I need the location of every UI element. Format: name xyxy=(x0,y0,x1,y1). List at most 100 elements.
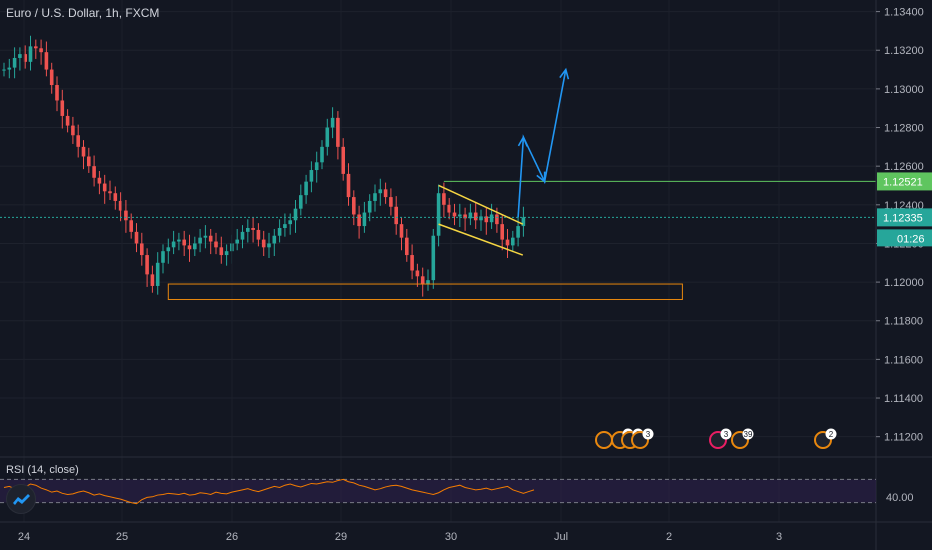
candle-body xyxy=(113,193,118,201)
candle-body xyxy=(240,231,245,240)
candle-body xyxy=(336,117,340,147)
candle-body xyxy=(145,255,149,275)
candle-body xyxy=(256,229,261,240)
candle-body xyxy=(426,280,430,285)
candle-body xyxy=(357,214,361,227)
candle-body xyxy=(134,231,139,244)
y-tick-label: 1.12000 xyxy=(884,277,924,289)
event-badge-count-bg xyxy=(825,428,837,440)
candle-body xyxy=(193,243,197,250)
candle-body xyxy=(224,251,229,256)
rsi-axis-label: 40.00 xyxy=(886,492,914,504)
y-tick-label: 1.13400 xyxy=(884,7,924,19)
candle-body xyxy=(55,85,59,101)
candle-body xyxy=(346,173,351,198)
candle-body xyxy=(235,239,239,244)
drawings-layer xyxy=(0,67,876,300)
candle-body xyxy=(399,224,404,238)
candle-body xyxy=(155,262,160,286)
x-tick-label: 30 xyxy=(445,531,457,543)
candle-body xyxy=(129,220,133,232)
candle-body xyxy=(436,193,441,236)
resistance-price-label: 1.12521 xyxy=(883,176,923,188)
candle-body xyxy=(267,243,271,248)
candle-body xyxy=(39,48,43,53)
x-tick-label: 3 xyxy=(776,531,782,543)
symbol-title[interactable]: Euro / U.S. Dollar, 1h, FXCM xyxy=(6,6,160,20)
candle-body xyxy=(219,247,224,256)
candle-body xyxy=(415,270,420,277)
tradingview-logo-icon xyxy=(6,484,36,514)
candle-body xyxy=(187,245,192,250)
candle-body xyxy=(87,156,91,167)
x-tick-label: 2 xyxy=(666,531,672,543)
candle-body xyxy=(65,115,70,126)
candle-body xyxy=(171,241,176,248)
candle-body xyxy=(161,251,165,263)
candle-body xyxy=(60,100,65,116)
candle-body xyxy=(277,228,282,236)
candle-body xyxy=(2,69,6,71)
candle-body xyxy=(367,200,372,213)
candle-body xyxy=(12,57,17,68)
candle-body xyxy=(383,189,388,198)
candle-body xyxy=(299,195,303,209)
channel-lower-line xyxy=(438,223,524,256)
countdown-bg xyxy=(877,229,932,247)
candle-body xyxy=(288,220,292,225)
candle-body xyxy=(166,247,171,252)
y-tick-label: 1.11600 xyxy=(884,354,923,366)
candle-body xyxy=(309,170,314,182)
candle-body xyxy=(330,117,335,128)
candle-body xyxy=(214,241,218,248)
candle-body xyxy=(44,52,49,70)
event-badges[interactable]: 6333392 xyxy=(595,428,837,449)
rsi-line xyxy=(3,478,535,505)
candle-body xyxy=(373,193,377,201)
projection-arrowhead xyxy=(559,67,570,80)
x-tick-label: 24 xyxy=(18,531,30,543)
candle-body xyxy=(97,177,102,184)
candle-body xyxy=(71,125,75,136)
candle-body xyxy=(92,166,96,178)
x-tick-label: 26 xyxy=(226,531,238,543)
candle-body xyxy=(394,206,398,225)
rsi-indicator-label[interactable]: RSI (14, close) xyxy=(6,464,79,476)
candle-body xyxy=(203,235,208,238)
candle-body xyxy=(81,146,86,157)
candle-body xyxy=(447,204,451,213)
candle-body xyxy=(341,146,345,174)
event-badge-count-bg xyxy=(642,428,654,440)
candle-body xyxy=(208,235,213,242)
current-price-label: 1.12335 xyxy=(883,212,923,224)
candle-body xyxy=(304,181,308,196)
candle-body xyxy=(118,200,123,211)
candle-body xyxy=(511,237,515,246)
candle-body xyxy=(468,212,473,219)
candle-body xyxy=(182,239,186,246)
candle-body xyxy=(489,214,494,223)
event-badge-count-bg xyxy=(742,428,754,440)
candle-body xyxy=(516,226,520,238)
candle-body xyxy=(389,197,393,207)
candle-body xyxy=(431,235,436,281)
candle-body xyxy=(484,216,489,223)
candle-body xyxy=(246,228,250,232)
candle-body xyxy=(479,216,483,221)
candle-body xyxy=(198,237,202,244)
event-badge-count: 3 xyxy=(646,430,651,439)
candle-body xyxy=(272,235,277,244)
resistance-price-label-bg xyxy=(877,172,932,191)
event-badge-count-bg xyxy=(720,428,732,440)
candlestick-series xyxy=(0,11,876,438)
event-badge-count: 39 xyxy=(744,430,753,439)
candle-body xyxy=(521,217,526,227)
projection-arrowhead xyxy=(536,171,546,184)
candle-body xyxy=(140,243,144,256)
candle-body xyxy=(177,239,181,242)
event-badge-count: 2 xyxy=(829,430,834,439)
y-tick-label: 1.13000 xyxy=(884,84,924,96)
candle-body xyxy=(442,193,446,205)
